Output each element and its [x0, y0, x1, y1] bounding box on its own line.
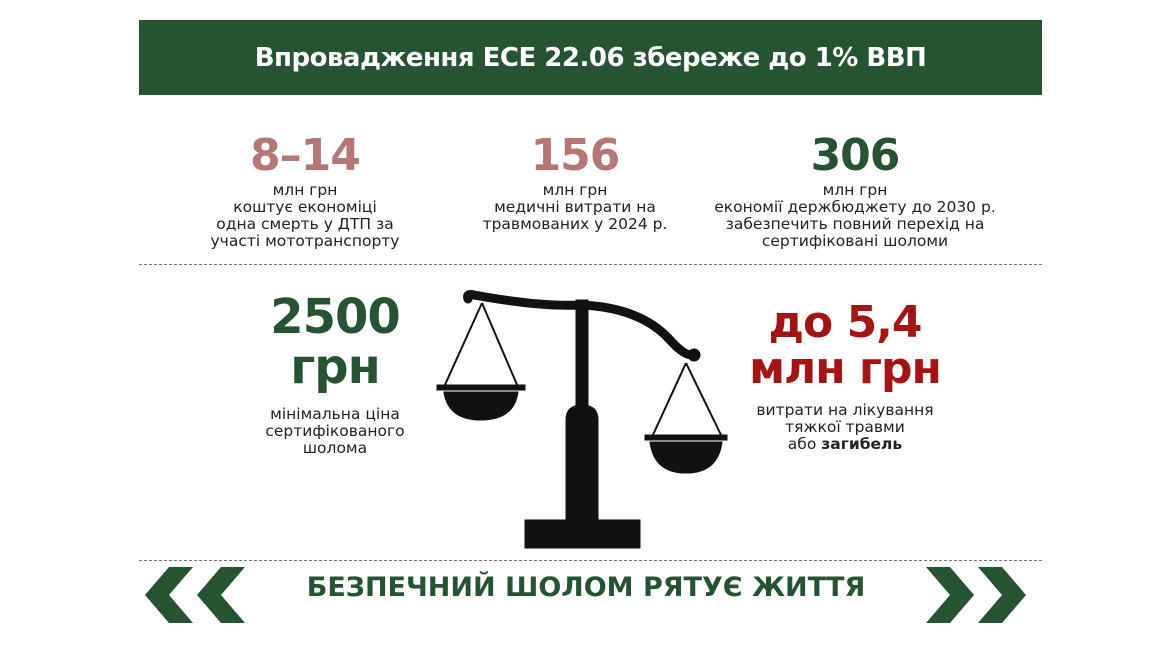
stat-value: до 5,4 — [768, 297, 922, 348]
divider — [139, 560, 1042, 561]
stat-value: 306 — [810, 130, 901, 181]
stat-line: сертифіковані шоломи — [761, 232, 949, 250]
stat-budget-savings: 306 млн грн економії держбюджету до 2030… — [690, 132, 1020, 250]
divider — [139, 264, 1042, 265]
stat-line: коштує економіці — [233, 198, 377, 216]
stat-value: 2500 — [270, 289, 401, 345]
stat-medical-costs: 156 млн грн медичні витрати на травмован… — [450, 132, 700, 233]
stat-line-prefix: або — [787, 435, 822, 453]
stat-line: шолома — [302, 439, 368, 457]
stat-line: травмованих у 2024 р. — [482, 215, 668, 233]
stat-unit: млн грн — [749, 343, 942, 394]
double-chevron-right-icon — [926, 567, 1026, 623]
stat-line: витрати на лікування — [756, 401, 934, 419]
stat-line: участі мототранспорту — [210, 232, 400, 250]
stat-line: медичні витрати на — [494, 198, 656, 216]
stat-line: мінімальна ціна — [270, 405, 400, 423]
footer-slogan: БЕЗПЕЧНИЙ ШОЛОМ РЯТУЄ ЖИТТЯ — [306, 572, 866, 603]
double-chevron-left-icon — [145, 567, 245, 623]
stat-death-cost: 8–14 млн грн коштує економіці одна смерт… — [180, 132, 430, 250]
stat-value: 156 — [530, 130, 621, 181]
stat-line: або загибель — [715, 436, 975, 453]
stat-helmet-price: 2500 грн мінімальна ціна сертифікованого… — [220, 292, 450, 457]
stat-line: млн грн — [822, 181, 888, 199]
stat-unit: грн — [290, 339, 381, 395]
stat-line: млн грн — [542, 181, 608, 199]
stat-line: економії держбюджету до 2030 р. — [714, 198, 996, 216]
header-banner: Впровадження ЕСЕ 22.06 збереже до 1% ВВП — [139, 20, 1042, 95]
header-title: Впровадження ЕСЕ 22.06 збереже до 1% ВВП — [254, 42, 927, 73]
balance-scale-icon — [436, 290, 728, 549]
stat-line: тяжкої травми — [785, 418, 905, 436]
stat-line: млн грн — [272, 181, 338, 199]
stat-line: сертифікованого — [265, 422, 405, 440]
stat-treatment-costs: до 5,4 млн грн витрати на лікування тяжк… — [715, 300, 975, 453]
stat-value: 8–14 — [250, 130, 361, 181]
stat-line: одна смерть у ДТП за — [216, 215, 394, 233]
stat-line-bold: загибель — [821, 435, 903, 453]
stat-line: забезпечить повний перехід на — [725, 215, 985, 233]
